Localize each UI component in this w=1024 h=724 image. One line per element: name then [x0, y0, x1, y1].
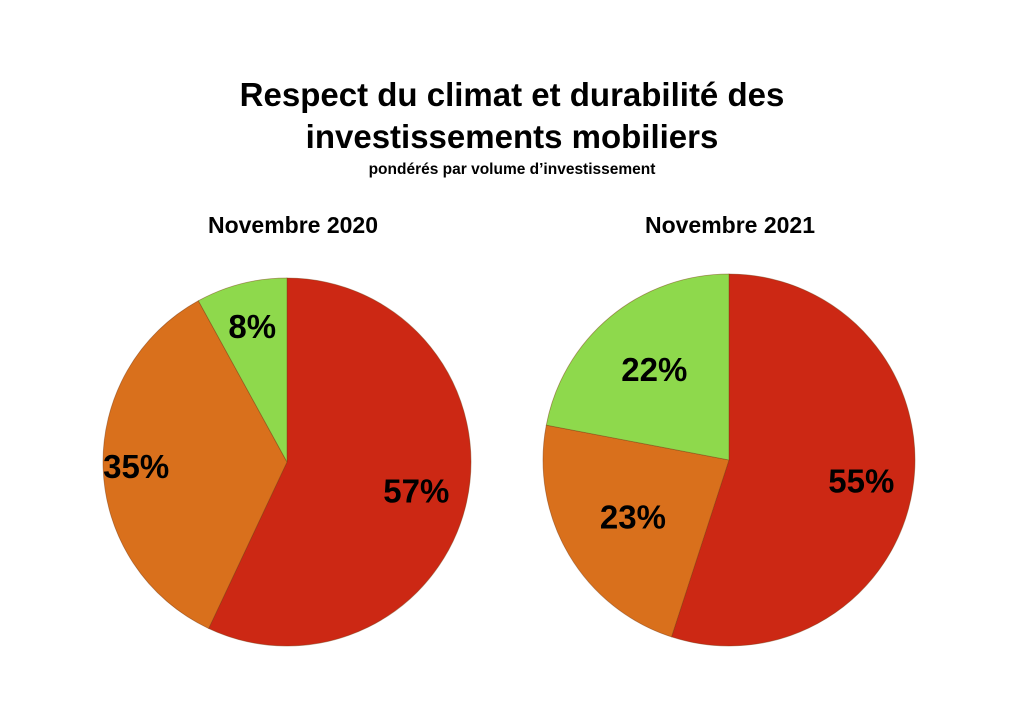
pie-slice-label-2021-3: 22%	[621, 351, 687, 388]
pie-chart-2020: 57% 35% 8%	[102, 277, 472, 647]
pie-slice-2020-1	[208, 277, 472, 647]
pie-title-2021: Novembre 2021	[644, 212, 816, 238]
pie-slice-2021-3	[545, 273, 730, 461]
chart-title-line-2: investissements mobiliers	[305, 118, 719, 155]
pie-slice-label-2020-2: 35%	[103, 448, 169, 485]
pie-slice-2020-3	[197, 277, 288, 463]
chart-title-line-1: Respect du climat et durabilité des	[239, 76, 785, 113]
pie-title-2020: Novembre 2020	[207, 212, 379, 238]
chart-subtitle: pondérés par volume d’investissement	[368, 161, 656, 178]
pie-slice-label-2021-2: 23%	[600, 498, 666, 535]
pie-slice-2021-1	[671, 273, 916, 647]
pie-slice-2020-2	[102, 300, 288, 630]
pie-slice-2021-2	[542, 424, 730, 638]
pie-slice-label-2020-1: 57%	[383, 472, 449, 509]
pie-slice-label-2020-3: 8%	[228, 308, 276, 345]
pie-chart-2021: 55% 23% 22%	[542, 273, 916, 647]
pie-slice-label-2021-1: 55%	[828, 462, 894, 499]
